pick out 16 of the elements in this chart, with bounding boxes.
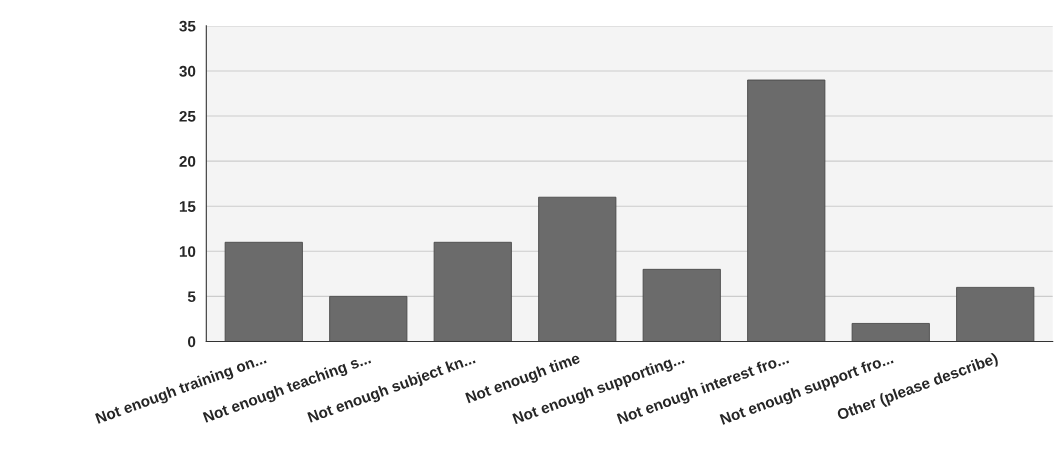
bar [433,241,512,342]
y-tick-label: 0 [188,336,196,348]
y-tick-label: 20 [179,156,196,167]
y-tick-label: 30 [179,65,196,77]
bar [538,196,617,342]
bar [224,241,303,342]
y-tick-label: 10 [179,246,196,257]
bar [329,295,408,342]
y-tick-label: 35 [179,20,196,32]
y-tick-label: 5 [187,291,196,303]
bar [956,286,1035,342]
bar [851,323,930,342]
bar [747,79,826,342]
bar [642,268,721,342]
y-tick-label: 15 [179,201,196,212]
y-tick-label: 25 [179,110,196,122]
